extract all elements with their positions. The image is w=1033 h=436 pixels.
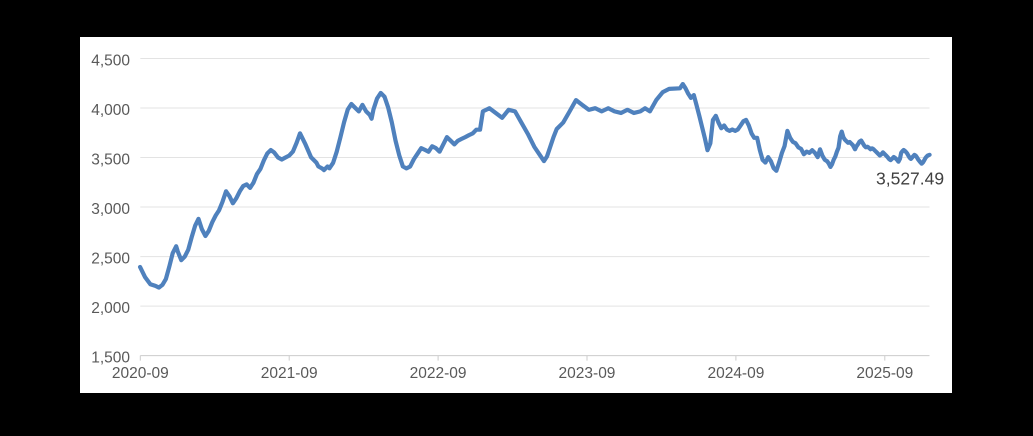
- svg-text:2,500: 2,500: [91, 251, 130, 268]
- svg-text:2025-09: 2025-09: [856, 365, 913, 382]
- svg-text:2,000: 2,000: [91, 300, 130, 317]
- svg-text:2022-09: 2022-09: [410, 365, 467, 382]
- svg-text:2021-09: 2021-09: [261, 365, 318, 382]
- svg-text:3,000: 3,000: [91, 201, 130, 218]
- svg-text:4,000: 4,000: [91, 102, 130, 119]
- svg-text:2024-09: 2024-09: [707, 365, 764, 382]
- svg-text:4,500: 4,500: [91, 53, 130, 70]
- svg-text:3,527.49: 3,527.49: [876, 168, 944, 188]
- svg-text:2020-09: 2020-09: [112, 365, 169, 382]
- svg-text:2023-09: 2023-09: [559, 365, 616, 382]
- svg-text:3,500: 3,500: [91, 152, 130, 169]
